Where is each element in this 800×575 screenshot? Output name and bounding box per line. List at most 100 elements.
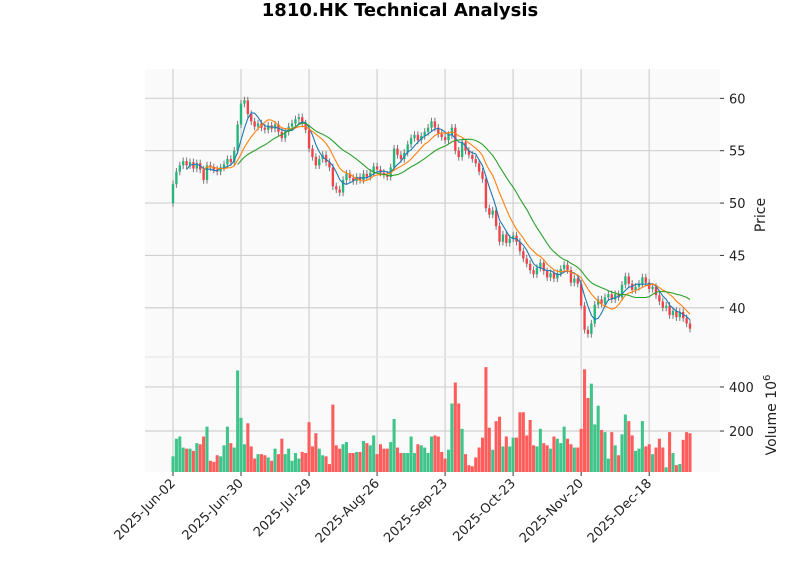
- volume-bar: [668, 432, 672, 472]
- volume-bar: [525, 435, 529, 472]
- candle-down: [610, 294, 613, 300]
- volume-bar: [634, 450, 638, 472]
- volume-bar: [232, 447, 236, 472]
- volume-bar: [402, 453, 406, 472]
- candle-down: [375, 166, 379, 170]
- candle-up: [562, 264, 566, 270]
- candle-down: [443, 137, 447, 141]
- candle-up: [256, 123, 260, 127]
- candle-down: [253, 121, 256, 127]
- candle-down: [688, 323, 692, 329]
- candle-up: [273, 124, 277, 129]
- candle-up: [392, 148, 396, 168]
- volume-bar: [623, 414, 627, 472]
- volume-bar: [674, 465, 678, 472]
- chart-title: 1810.HK Technical Analysis: [261, 0, 539, 21]
- candle-down: [440, 133, 443, 138]
- volume-bar: [361, 440, 366, 472]
- volume-bar: [576, 447, 580, 472]
- candle-down: [311, 148, 314, 157]
- volume-bar: [545, 445, 549, 472]
- volume-bar: [572, 447, 576, 472]
- candle-up: [178, 165, 181, 172]
- x-tick-label: 2025-Jul-29: [251, 476, 315, 540]
- candle-down: [471, 154, 474, 160]
- x-tick-label: 2025-Oct-23: [450, 476, 518, 544]
- volume-bar: [355, 451, 359, 472]
- volume-bar: [310, 446, 314, 472]
- volume-bar: [569, 444, 573, 472]
- volume-bar: [321, 455, 325, 472]
- volume-bar: [280, 438, 284, 472]
- volume-bar: [419, 445, 423, 472]
- candle-up: [423, 131, 426, 137]
- volume-bar: [600, 429, 604, 472]
- volume-bar: [351, 453, 355, 472]
- volume-bar: [416, 444, 420, 472]
- volume-bar: [236, 370, 240, 472]
- volume-bar: [188, 448, 192, 472]
- volume-bar: [640, 421, 644, 472]
- candle-down: [647, 282, 651, 289]
- candle-down: [246, 100, 250, 115]
- candle-up: [406, 144, 409, 153]
- candle-down: [617, 294, 620, 298]
- volume-bar: [389, 442, 393, 472]
- candle-up: [665, 305, 668, 308]
- moving-average-10: [203, 119, 691, 315]
- candle-down: [668, 305, 671, 316]
- candle-up: [447, 134, 450, 141]
- volume-bar: [212, 461, 216, 472]
- volume-bar: [382, 448, 386, 472]
- volume-bar: [497, 416, 502, 472]
- candle-down: [437, 127, 440, 134]
- candle-up: [290, 123, 294, 127]
- candle-down: [250, 114, 253, 122]
- candle-down: [396, 148, 399, 155]
- candle-down: [352, 177, 355, 182]
- candle-up: [556, 273, 559, 279]
- volume-bar: [334, 445, 338, 472]
- candle-down: [644, 277, 647, 283]
- candle-up: [175, 171, 178, 185]
- candle-down: [542, 262, 545, 272]
- candle-down: [467, 150, 471, 155]
- volume-bar: [484, 367, 488, 472]
- volume-bar: [610, 432, 614, 472]
- volume-bar: [263, 455, 267, 472]
- volume-bar: [596, 405, 600, 472]
- volume-bar: [535, 446, 539, 472]
- candle-down: [528, 263, 532, 271]
- candle-up: [573, 278, 576, 283]
- candle-down: [661, 301, 664, 308]
- candle-down: [579, 283, 583, 306]
- candle-down: [494, 210, 498, 227]
- volume-bar: [409, 436, 413, 472]
- volume-bar: [429, 436, 434, 472]
- volume-bar: [460, 428, 464, 472]
- volume-bar: [664, 467, 668, 472]
- candle-up: [539, 262, 542, 268]
- candle-down: [457, 150, 460, 157]
- candle-up: [607, 294, 610, 298]
- candle-down: [498, 226, 501, 242]
- candle-up: [624, 276, 627, 285]
- volume-bar: [358, 451, 362, 472]
- volume-bar: [552, 436, 556, 472]
- moving-average-5: [186, 112, 691, 321]
- candle-up: [294, 119, 297, 124]
- volume-bar: [637, 448, 641, 472]
- volume-bar: [606, 458, 610, 472]
- volume-bar: [348, 453, 352, 472]
- candle-up: [243, 100, 246, 104]
- price-tick-label: 55: [729, 145, 746, 160]
- volume-bar: [293, 453, 297, 472]
- volume-bar: [385, 448, 389, 472]
- volume-bar: [627, 421, 631, 472]
- volume-bar: [518, 412, 522, 472]
- candle-up: [284, 131, 287, 139]
- candle-down: [583, 305, 586, 330]
- candle-down: [522, 251, 525, 259]
- volume-bar: [198, 444, 202, 472]
- volume-bar: [195, 443, 199, 472]
